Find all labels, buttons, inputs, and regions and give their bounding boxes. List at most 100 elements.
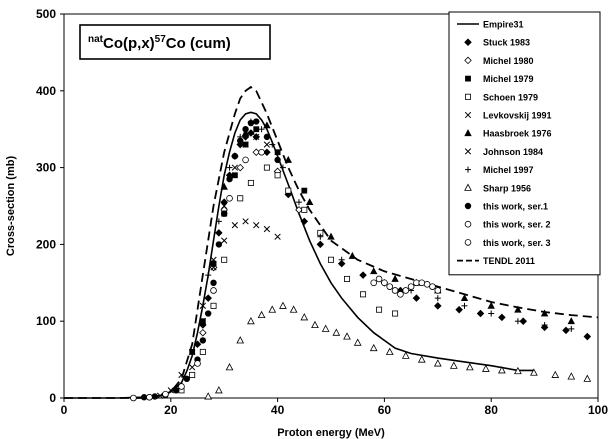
legend-label: Sharp 1956 [483,183,531,193]
legend-entry-haasbroek-1976: Haasbroek 1976 [464,129,552,139]
schoen-1979-point [344,275,351,282]
sharp-1956-point [353,338,362,346]
michel-1997-point [258,126,265,133]
johnson-1984-point [274,233,281,240]
x-tick-label: 40 [271,403,285,417]
michel-1997-point [338,256,345,263]
schoen-1979-point [392,310,399,317]
sharp-1956-point [433,359,442,367]
legend-entry-tendl-2011: TENDL 2011 [457,256,535,266]
sharp-1956-point [204,392,213,400]
this-work-ser-1-point [140,394,148,401]
x-tick-label: 60 [378,403,392,417]
chart-title-box: natCo(p,x)57Co (cum) [79,24,271,60]
this-work-ser-3-point [375,275,383,283]
legend-swatch-marker [464,239,472,246]
sharp-1956-point [247,316,255,325]
schoen-1979-point [285,187,292,194]
haasbroek-1976-point [284,155,292,163]
sharp-1956-point [279,301,287,309]
legend-entry-levkovskij-1991: Levkovskij 1991 [464,111,552,121]
this-work-ser-2-point [226,195,233,202]
michel-1979-point [274,149,281,156]
haasbroek-1976-point [220,182,228,190]
schoen-1979-point [221,256,228,263]
stuck-1983-point [316,240,325,249]
legend-label: Levkovskij 1991 [483,111,552,121]
sharp-1956-point [225,363,234,371]
y-tick-label: 0 [49,391,56,405]
levkovskij-1991-point [221,202,228,210]
johnson-1984-point [231,222,239,229]
michel-1997-point [215,218,222,225]
stuck-1983-point [412,294,421,302]
schoen-1979-point [189,371,196,378]
legend-entry-michel-1979: Michel 1979 [465,74,534,84]
johnson-1984-point [199,318,206,325]
sharp-1956-point [257,310,266,319]
levkovskij-1991-point [242,141,249,148]
legend-frame [448,11,601,276]
johnson-1984-point [189,364,196,371]
this-work-ser-1-point [221,210,228,217]
sharp-1956-point [530,368,538,376]
michel-1979-point [210,260,217,267]
legend-swatch-marker [464,202,472,210]
michel-1997-point [295,199,302,206]
haasbroek-1976-point [327,232,335,240]
stuck-1983-point [476,309,485,318]
this-work-ser-3-point [413,279,420,287]
legend-entry-michel-1980: Michel 1980 [464,56,534,66]
schoen-1979-point [376,306,383,313]
legend-label: Empire31 [483,20,524,30]
markers-layer [130,118,592,402]
this-work-ser-3-point [434,287,442,294]
this-work-ser-2-point [162,390,169,398]
this-work-ser-1-point [215,241,223,248]
schoen-1979-point [327,256,334,263]
legend-entry-michel-1997: Michel 1997 [465,165,534,175]
this-work-ser-1-point [247,119,255,127]
johnson-1984-point [263,225,271,233]
this-work-ser-1-point [274,156,281,164]
levkovskij-1991-point [167,387,174,394]
johnson-1984-point [242,218,249,225]
haasbroek-1976-point [567,317,576,325]
sharp-1956-point [417,355,426,363]
legend: Empire31 Stuck 1983 Michel 1980 Michel 1979… [448,11,601,276]
legend-entry-johnson-1984: Johnson 1984 [464,147,543,157]
legend-swatch-marker [464,148,472,155]
haasbroek-1976-point [540,309,549,317]
levkovskij-1991-point [231,164,239,171]
chart-title-sup-2: 57 [155,34,167,45]
sharp-1956-point [321,324,330,332]
sharp-1956-point [343,332,351,340]
stuck-1983-point [247,129,255,137]
haasbroek-1976-point [305,198,314,206]
michel-1979-point [301,187,308,194]
y-axis-title: Cross-section (mb) [5,156,17,257]
michel-1997-point [568,325,575,332]
legend-entry-empire31: Empire31 [457,20,524,30]
stuck-1983-point [193,340,202,349]
levkovskij-1991-point [253,133,260,141]
ticks-layer: 0 20 40 60 80 100 0 100 200 300 400 500 [36,7,608,417]
levkovskij-1991-point [210,256,217,263]
michel-1980-point [295,206,303,214]
legend-label: this work, ser. 2 [483,220,551,230]
michel-1997-point [360,272,367,279]
stuck-1983-point [519,317,528,325]
levkovskij-1991-point [263,141,271,148]
x-tick-label: 20 [164,403,178,417]
haasbroek-1976-point [370,267,378,275]
michel-1997-point [461,302,468,309]
haasbroek-1976-point [514,305,522,313]
this-work-ser-3-point [418,279,426,287]
johnson-1984-point [221,237,228,244]
michel-1997-point [226,164,233,171]
chart-title: natCo(p,x)57Co (cum) [88,34,231,52]
legend-swatch-marker [465,166,471,173]
legend-label: Schoen 1979 [483,92,538,102]
legend-swatch-marker [465,75,471,82]
